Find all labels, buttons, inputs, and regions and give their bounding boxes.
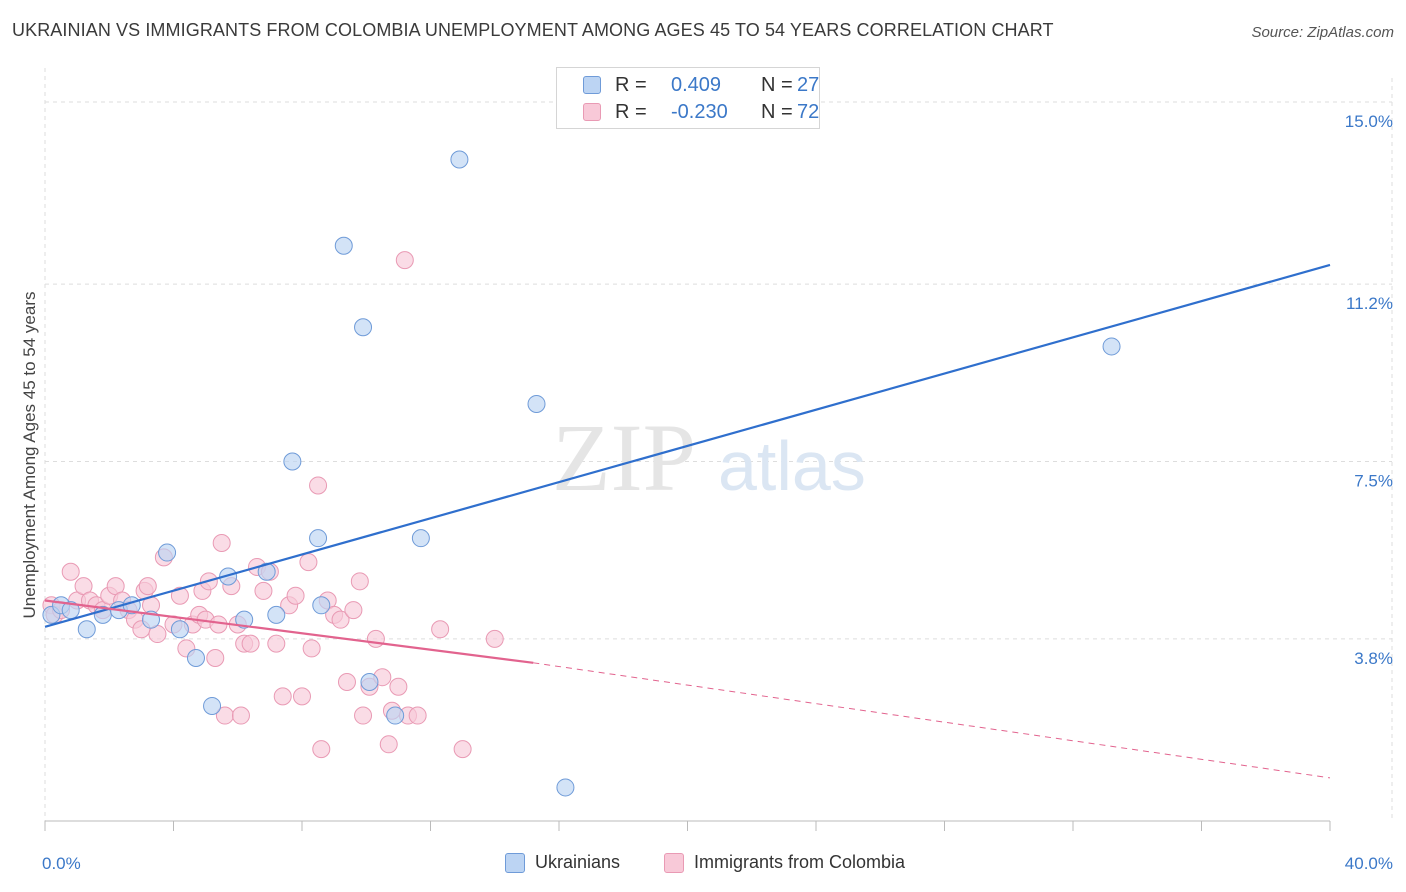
colombia-point xyxy=(267,634,286,653)
colombia-point xyxy=(212,533,231,552)
ukrainian-point xyxy=(556,778,575,797)
ukrainian-point xyxy=(235,610,254,629)
axis-layer xyxy=(44,68,1393,831)
n-value: 27 xyxy=(797,74,820,96)
colombia-point xyxy=(354,706,373,725)
ukrainian-point xyxy=(386,706,405,725)
colombia-trend-line xyxy=(44,599,534,664)
colombia-point xyxy=(299,553,318,572)
trend-layer xyxy=(44,263,1331,779)
y-tick-label: 11.2% xyxy=(1346,294,1393,313)
ukrainian-point xyxy=(1102,337,1121,356)
n-label: N = xyxy=(761,74,793,96)
ukrainian-point xyxy=(283,452,302,471)
colombia-point xyxy=(138,577,157,596)
colombia-point xyxy=(331,610,350,629)
ukrainian-point xyxy=(77,620,96,639)
colombia-point xyxy=(344,601,363,620)
colombia-point xyxy=(206,649,225,668)
colombia-point xyxy=(231,706,250,725)
r-value: -0.230 xyxy=(671,101,728,123)
ukrainian-point xyxy=(450,150,469,169)
y-tick-label: 3.8% xyxy=(1354,649,1393,668)
ukrainian-point xyxy=(170,620,189,639)
colombia-point xyxy=(170,586,189,605)
colombia-point xyxy=(431,620,450,639)
r-label: R = xyxy=(615,74,647,96)
colombia-point xyxy=(312,740,331,759)
stats-legend: R = 0.409 N = 27 R = -0.230 N = 72 xyxy=(556,67,820,129)
colombia-point xyxy=(379,735,398,754)
ukrainian-point xyxy=(312,596,331,615)
colombia-trend-extension xyxy=(533,662,1331,779)
r-label: R = xyxy=(615,101,647,123)
ukrainian-point xyxy=(267,605,286,624)
ukrainian-trend-line xyxy=(44,263,1331,628)
colombia-point xyxy=(309,476,328,495)
ukrainian-point xyxy=(186,649,205,668)
colombia-point xyxy=(453,740,472,759)
colombia-point xyxy=(293,687,311,706)
y-tick-label: 15.0% xyxy=(1345,112,1393,131)
grid-layer xyxy=(45,101,1392,640)
legend-label: Immigrants from Colombia xyxy=(694,852,906,872)
colombia-point xyxy=(286,586,305,605)
ukrainian-point xyxy=(158,543,177,562)
blue-swatch xyxy=(505,853,525,873)
watermark-zip: ZIP xyxy=(552,404,696,511)
y-tick-labels: 3.8% 7.5% 11.2% 15.0% xyxy=(1345,112,1393,668)
x-tick-labels: 0.0% 40.0% xyxy=(42,854,1393,873)
ukrainian-points xyxy=(42,150,1121,797)
colombia-point xyxy=(395,251,414,270)
n-value: 72 xyxy=(797,101,820,123)
colombia-point xyxy=(254,581,273,600)
colombia-point xyxy=(408,706,427,725)
ukrainian-point xyxy=(334,236,353,255)
ukrainian-point xyxy=(360,672,379,691)
colombia-point xyxy=(61,562,80,581)
colombia-point xyxy=(485,629,504,648)
r-value: 0.409 xyxy=(671,74,722,96)
colombia-point xyxy=(241,634,260,653)
colombia-point xyxy=(366,629,385,648)
pink-swatch xyxy=(664,853,684,873)
ukrainian-point xyxy=(203,696,222,715)
legend-label: Ukrainians xyxy=(535,852,621,872)
colombia-point xyxy=(350,572,369,591)
ukrainian-point xyxy=(354,318,373,337)
n-label: N = xyxy=(761,101,793,123)
colombia-point xyxy=(389,677,408,696)
colombia-point xyxy=(273,687,292,706)
colombia-points xyxy=(42,251,504,759)
ukrainian-point xyxy=(527,394,546,413)
pink-swatch xyxy=(583,103,601,121)
y-tick-label: 7.5% xyxy=(1354,471,1393,490)
colombia-point xyxy=(337,672,356,691)
watermark-atlas: atlas xyxy=(718,427,866,505)
x-tick-label: 0.0% xyxy=(42,854,81,873)
ukrainian-point xyxy=(219,567,238,586)
chart-title: UKRAINIAN VS IMMIGRANTS FROM COLOMBIA UN… xyxy=(12,20,1054,40)
blue-swatch xyxy=(583,76,601,94)
x-tick-label: 40.0% xyxy=(1345,854,1393,873)
ukrainian-point xyxy=(257,562,276,581)
ukrainian-point xyxy=(309,529,328,548)
ukrainian-point xyxy=(411,529,430,548)
source-label: Source: ZipAtlas.com xyxy=(1251,24,1394,41)
colombia-point xyxy=(302,639,321,658)
